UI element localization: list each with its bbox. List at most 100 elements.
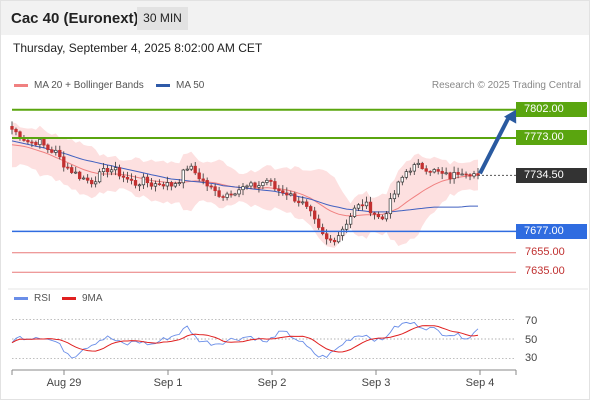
candle-body [38, 138, 42, 146]
level-label-resistance-2: 7802.00 [516, 102, 587, 118]
candle-body [78, 171, 82, 180]
legend-ma20-label: MA 20 + Bollinger Bands [34, 80, 144, 91]
rsi-swatch-icon [14, 297, 28, 300]
candle-body [456, 172, 460, 175]
rsi-ma-swatch-icon [62, 297, 76, 300]
legend-rsi: RSI [14, 293, 51, 304]
candle-body [137, 184, 142, 187]
rsi-tick-70: 70 [525, 315, 538, 327]
candle-body [344, 223, 349, 230]
level-label-support-1: 7677.00 [516, 223, 587, 239]
candle-body [233, 193, 237, 196]
candle-body [317, 218, 321, 228]
candle-body [253, 182, 257, 188]
candle-body [74, 171, 78, 174]
candle-body [229, 193, 233, 196]
candle-body [360, 204, 365, 207]
candle-body [376, 213, 381, 218]
candle-body [34, 141, 38, 146]
candle-body [213, 186, 217, 192]
candle-body [281, 190, 285, 194]
candle-body [93, 181, 98, 185]
ma50-swatch-icon [156, 84, 170, 87]
timeframe-badge[interactable]: 30 MIN [137, 7, 188, 30]
legend-rsi-label: RSI [34, 293, 51, 304]
candle-body [340, 228, 345, 236]
bollinger-band [12, 122, 478, 248]
candle-body [273, 181, 277, 190]
candle-body [293, 193, 297, 202]
rsi-grid [8, 288, 588, 359]
candle-body [157, 183, 162, 186]
candle-body [404, 171, 408, 178]
candle-body [153, 183, 158, 187]
forecast-arrow-shaft [478, 117, 510, 175]
candle-body [380, 216, 385, 220]
candle-body [249, 182, 253, 187]
candle-body [336, 235, 341, 243]
candle-body [384, 213, 389, 220]
candle-body [368, 201, 373, 214]
candle-body [42, 138, 46, 146]
x-label-sep2: Sep 2 [257, 377, 287, 389]
candle-body [10, 126, 14, 130]
candle-body [448, 172, 452, 180]
x-label-aug29: Aug 29 [46, 377, 82, 389]
legend-ma50: MA 50 [156, 80, 204, 91]
candle-body [261, 182, 265, 186]
candle-body [50, 149, 54, 153]
candle-body [285, 192, 289, 196]
candle-body [313, 210, 317, 220]
candle-body [185, 168, 189, 171]
research-credit: Research © 2025 Trading Central [431, 80, 581, 91]
instrument-title: Cac 40 (Euronext) [11, 10, 139, 27]
candle-body [424, 168, 428, 172]
candle-body [225, 193, 229, 198]
x-label-sep3: Sep 3 [361, 377, 391, 389]
candle-body [352, 207, 357, 217]
candle-body [257, 185, 261, 188]
candle-body [149, 182, 154, 187]
candle-body [309, 206, 313, 212]
candle-body [420, 162, 424, 170]
candle-body [452, 172, 456, 180]
forecast-arrow [478, 109, 517, 175]
candle-body [173, 183, 177, 187]
legend-rsi-ma: 9MA [62, 293, 103, 304]
candle-body [125, 176, 130, 180]
level-label-support-2: 7655.00 [525, 245, 565, 258]
candle-body [356, 204, 361, 209]
candle-body [82, 177, 86, 180]
legend-ma50-label: MA 50 [176, 80, 205, 91]
candle-body [109, 169, 114, 173]
timestamp-subtitle: Thursday, September 4, 2025 8:02:00 AM C… [13, 41, 263, 55]
forecast-arrow-head [504, 109, 517, 124]
candle-body [325, 233, 329, 240]
candle-body [117, 167, 122, 177]
candle-body [444, 172, 448, 175]
candle-body [70, 167, 74, 173]
candle-body [58, 149, 62, 158]
candle-body [265, 179, 269, 183]
candle-body [245, 185, 249, 188]
candle-body [14, 128, 18, 133]
candle-body [113, 167, 118, 171]
candle-body [177, 182, 181, 185]
candle-body [289, 193, 293, 196]
header-bar [1, 1, 589, 35]
candle-body [141, 176, 146, 186]
candle-body [97, 171, 102, 183]
candle-body [440, 170, 444, 174]
level-label-resistance-1: 7773.00 [516, 130, 587, 146]
candle-body [468, 174, 472, 177]
rsi-tick-30: 30 [525, 352, 538, 364]
level-label-current-price: 7734.50 [516, 167, 587, 183]
x-label-sep4: Sep 4 [465, 377, 495, 389]
candle-body [181, 169, 185, 184]
rsi-line [11, 321, 479, 359]
candle-body [129, 178, 134, 181]
candle-body [54, 149, 58, 153]
legend-ma20: MA 20 + Bollinger Bands [14, 80, 144, 91]
candle-body [169, 182, 173, 187]
